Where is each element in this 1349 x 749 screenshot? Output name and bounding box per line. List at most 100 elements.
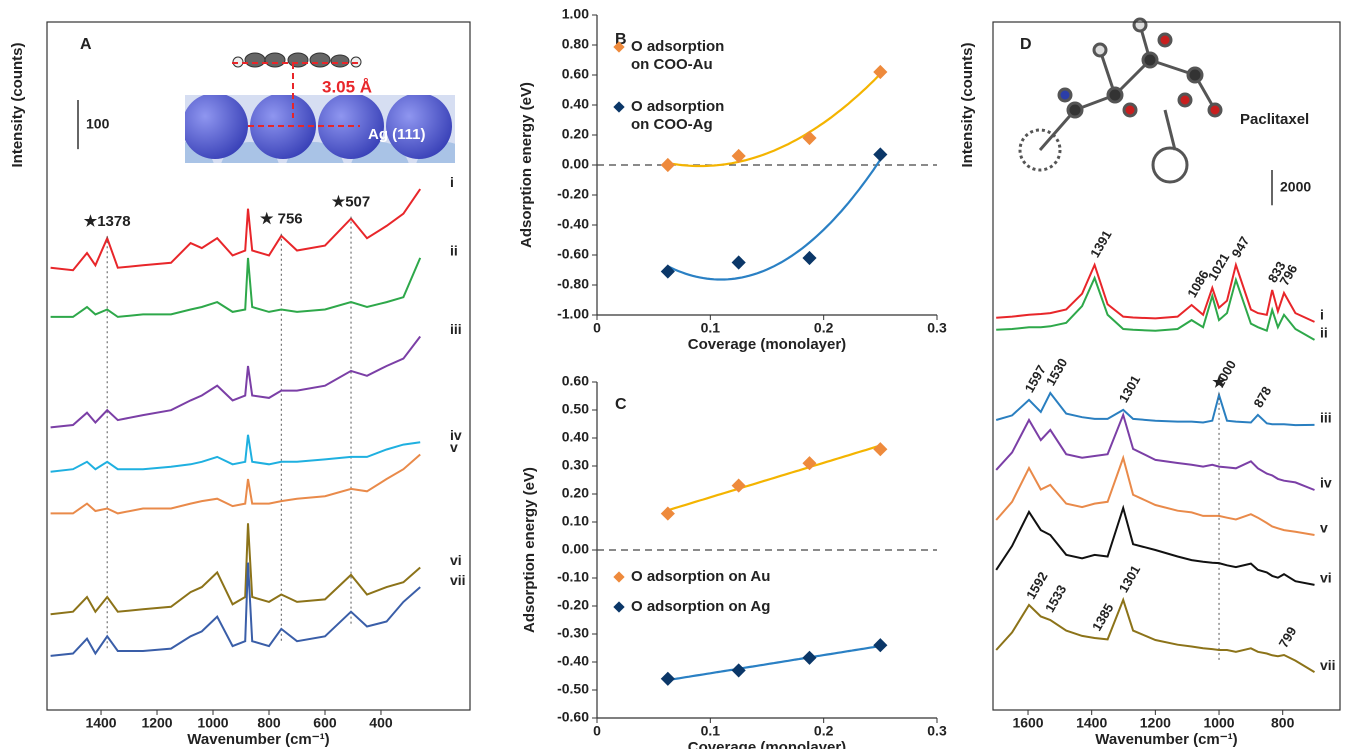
- x-tick-label: 0.2: [814, 320, 834, 336]
- y-tick-label: 0.60: [562, 66, 589, 82]
- bond: [1165, 110, 1175, 150]
- trendline: [668, 446, 881, 511]
- atom: [1159, 34, 1171, 46]
- marker: [802, 651, 816, 665]
- peak-label: 1301: [1116, 373, 1143, 406]
- legend-marker: [613, 601, 624, 612]
- marker: [661, 264, 675, 278]
- atom: [1179, 94, 1191, 106]
- peak-label: ★: [1212, 374, 1226, 391]
- y-tick-label: 0.60: [562, 373, 589, 389]
- atom: [331, 55, 349, 67]
- atom: [1124, 104, 1136, 116]
- x-tick-label: 800: [257, 715, 281, 731]
- marker: [873, 638, 887, 652]
- y-tick-label: -0.20: [557, 186, 589, 202]
- y-axis-label: Intensity (counts): [959, 42, 976, 167]
- ring: [1153, 148, 1187, 182]
- x-tick-label: 800: [1271, 715, 1295, 731]
- x-axis-label: Wavenumber (cm⁻¹): [1095, 731, 1237, 748]
- y-tick-label: 0.10: [562, 513, 589, 529]
- marker: [732, 663, 746, 677]
- inset-surface: 3.05 Å Ag (111): [155, 53, 475, 202]
- marker: [661, 672, 675, 686]
- scale-bar-label: 2000: [1280, 178, 1311, 194]
- x-tick-label: 1400: [85, 715, 116, 731]
- atom: [1209, 104, 1221, 116]
- x-tick-label: 0: [593, 723, 601, 739]
- x-tick-label: 1600: [1012, 715, 1043, 731]
- y-axis-label: Adsorption energy (eV): [518, 82, 535, 248]
- peak-label: 799: [1276, 624, 1300, 650]
- peak-label: ★1378: [84, 213, 131, 230]
- legend-marker: [613, 101, 624, 112]
- panel-label: A: [80, 36, 92, 53]
- marker: [873, 442, 887, 456]
- y-tick-label: 0.00: [562, 541, 589, 557]
- panel-label: D: [1020, 36, 1032, 53]
- spectrum-line: [51, 523, 421, 614]
- atom: [265, 53, 285, 67]
- atom: [1059, 89, 1071, 101]
- marker: [873, 147, 887, 161]
- atom: [310, 53, 330, 67]
- y-tick-label: -0.80: [557, 276, 589, 292]
- y-tick-label: -0.60: [557, 246, 589, 262]
- legend-label: O adsorption on COO-Au: [631, 38, 741, 74]
- peak-label: 1301: [1116, 563, 1143, 596]
- y-tick-label: 1.00: [562, 6, 589, 22]
- y-tick-label: 0.50: [562, 401, 589, 417]
- x-tick-label: 1200: [141, 715, 172, 731]
- x-axis-label: Wavenumber (cm⁻¹): [187, 731, 329, 748]
- legend-label: O adsorption on COO-Ag: [631, 98, 741, 134]
- series-label: vi: [1320, 570, 1332, 586]
- legend-entry: O adsorption on Ag: [631, 598, 891, 640]
- y-tick-label: -0.60: [557, 709, 589, 725]
- peak-label: 1021: [1205, 251, 1232, 284]
- series-label: v: [1320, 520, 1328, 536]
- trendline: [668, 646, 881, 680]
- page: 3.05 Å Ag (111) Paclitaxel AWavenumber (…: [0, 0, 1349, 749]
- peak-label: 1530: [1043, 356, 1070, 389]
- x-tick-label: 1200: [1140, 715, 1171, 731]
- atom: [182, 93, 248, 159]
- marker: [802, 251, 816, 265]
- peak-label: 1592: [1023, 569, 1050, 602]
- series-label: i: [1320, 307, 1324, 323]
- y-axis-label: Adsorption energy (eV): [521, 467, 538, 633]
- x-tick-label: 0: [593, 320, 601, 336]
- spectrum-line: [51, 435, 421, 472]
- y-tick-label: 0.80: [562, 36, 589, 52]
- molecule-paclitaxel: [1020, 19, 1221, 182]
- atom: [1068, 103, 1082, 117]
- marker: [873, 65, 887, 79]
- x-tick-label: 400: [369, 715, 393, 731]
- spectrum-line: [996, 415, 1314, 490]
- atom: [288, 53, 308, 67]
- x-tick-label: 0.3: [927, 723, 947, 739]
- atom: [1134, 19, 1146, 31]
- molecule: [233, 53, 361, 67]
- series-label: vii: [1320, 657, 1336, 673]
- series-label: i: [450, 174, 454, 190]
- legend-entry: O adsorption on COO-Au: [631, 38, 741, 80]
- series-label: ii: [1320, 325, 1328, 341]
- marker: [732, 255, 746, 269]
- peak-label: ★507: [332, 194, 370, 211]
- y-tick-label: 0.20: [562, 485, 589, 501]
- spectrum-line: [996, 458, 1314, 535]
- atom: [245, 53, 265, 67]
- spectrum-line: [996, 600, 1314, 672]
- x-tick-label: 600: [313, 715, 337, 731]
- figure: 3.05 Å Ag (111) Paclitaxel AWavenumber (…: [0, 0, 1349, 749]
- peak-label: 878: [1250, 384, 1274, 410]
- spectrum-line: [51, 337, 421, 428]
- y-tick-label: 0.20: [562, 126, 589, 142]
- series-label: vi: [450, 552, 462, 568]
- atom: [1143, 53, 1157, 67]
- series-label: iv: [1320, 475, 1332, 491]
- y-axis-label: Intensity (counts): [9, 42, 26, 167]
- peak-label: ★ 756: [260, 211, 303, 228]
- legend-label: O adsorption on Ag: [631, 598, 891, 616]
- y-tick-label: 0.40: [562, 429, 589, 445]
